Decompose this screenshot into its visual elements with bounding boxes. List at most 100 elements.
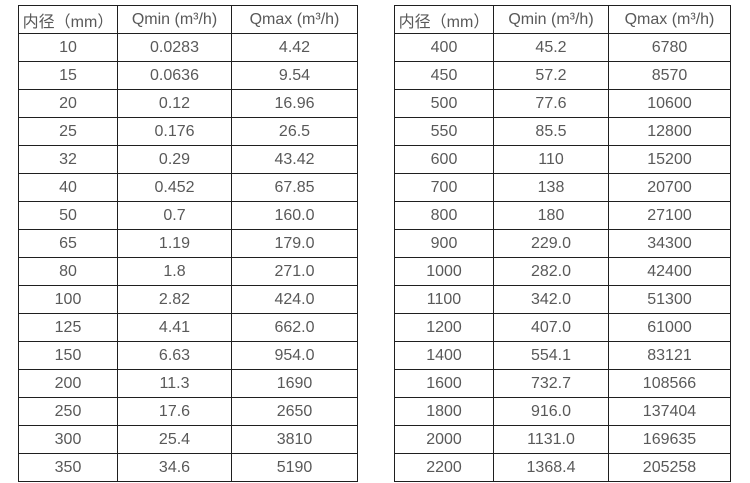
table-row: 150 6.63 954.0 bbox=[18, 341, 358, 370]
table-row: 2200 1368.4 205258 bbox=[394, 453, 731, 482]
table-row: 1800 916.0 137404 bbox=[394, 397, 731, 426]
cell-inner-diameter: 150 bbox=[18, 341, 118, 370]
cell-qmin: 1.8 bbox=[117, 257, 232, 286]
cell-inner-diameter: 2000 bbox=[394, 425, 494, 454]
cell-inner-diameter: 25 bbox=[18, 117, 118, 146]
cell-inner-diameter: 250 bbox=[18, 397, 118, 426]
table-body: 400 45.2 6780 450 57.2 8570 500 77.6 10600 550 85.… bbox=[394, 33, 731, 482]
cell-qmax: 205258 bbox=[608, 453, 731, 482]
cell-qmin: 554.1 bbox=[493, 341, 609, 370]
table-row: 1600 732.7 108566 bbox=[394, 369, 731, 398]
table-row: 550 85.5 12800 bbox=[394, 117, 731, 146]
cell-inner-diameter: 2200 bbox=[394, 453, 494, 482]
cell-qmin: 0.7 bbox=[117, 201, 232, 230]
cell-qmin: 110 bbox=[493, 145, 609, 174]
cell-qmin: 25.4 bbox=[117, 425, 232, 454]
cell-inner-diameter: 1200 bbox=[394, 313, 494, 342]
cell-qmax: 9.54 bbox=[231, 61, 358, 90]
cell-qmax: 43.42 bbox=[231, 145, 358, 174]
cell-inner-diameter: 500 bbox=[394, 89, 494, 118]
table-row: 250 17.6 2650 bbox=[18, 397, 358, 426]
table-row: 450 57.2 8570 bbox=[394, 61, 731, 90]
large-diameter-flow-table: 内径（mm） Qmin (m³/h) Qmax (m³/h) 400 45.2 67… bbox=[394, 5, 731, 482]
cell-qmin: 282.0 bbox=[493, 257, 609, 286]
cell-qmax: 10600 bbox=[608, 89, 731, 118]
cell-inner-diameter: 10 bbox=[18, 33, 118, 62]
cell-inner-diameter: 125 bbox=[18, 313, 118, 342]
cell-qmax: 15200 bbox=[608, 145, 731, 174]
cell-qmin: 45.2 bbox=[493, 33, 609, 62]
cell-qmax: 34300 bbox=[608, 229, 731, 258]
cell-inner-diameter: 15 bbox=[18, 61, 118, 90]
cell-inner-diameter: 400 bbox=[394, 33, 494, 62]
table-row: 80 1.8 271.0 bbox=[18, 257, 358, 286]
cell-qmax: 1690 bbox=[231, 369, 358, 398]
cell-inner-diameter: 65 bbox=[18, 229, 118, 258]
cell-inner-diameter: 350 bbox=[18, 453, 118, 482]
cell-qmin: 4.41 bbox=[117, 313, 232, 342]
cell-inner-diameter: 900 bbox=[394, 229, 494, 258]
table-row: 500 77.6 10600 bbox=[394, 89, 731, 118]
cell-qmax: 26.5 bbox=[231, 117, 358, 146]
cell-qmin: 85.5 bbox=[493, 117, 609, 146]
cell-qmin: 0.29 bbox=[117, 145, 232, 174]
cell-qmax: 954.0 bbox=[231, 341, 358, 370]
cell-inner-diameter: 50 bbox=[18, 201, 118, 230]
cell-qmin: 138 bbox=[493, 173, 609, 202]
cell-inner-diameter: 1600 bbox=[394, 369, 494, 398]
header-qmax: Qmax (m³/h) bbox=[231, 5, 358, 34]
cell-qmax: 51300 bbox=[608, 285, 731, 314]
cell-qmin: 229.0 bbox=[493, 229, 609, 258]
cell-qmin: 180 bbox=[493, 201, 609, 230]
table-row: 800 180 27100 bbox=[394, 201, 731, 230]
cell-qmax: 20700 bbox=[608, 173, 731, 202]
cell-inner-diameter: 700 bbox=[394, 173, 494, 202]
table-row: 40 0.452 67.85 bbox=[18, 173, 358, 202]
table-row: 1100 342.0 51300 bbox=[394, 285, 731, 314]
table-row: 200 11.3 1690 bbox=[18, 369, 358, 398]
cell-qmax: 8570 bbox=[608, 61, 731, 90]
table-row: 300 25.4 3810 bbox=[18, 425, 358, 454]
cell-qmax: 3810 bbox=[231, 425, 358, 454]
header-inner-diameter: 内径（mm） bbox=[18, 5, 118, 34]
cell-qmin: 0.176 bbox=[117, 117, 232, 146]
table-row: 32 0.29 43.42 bbox=[18, 145, 358, 174]
cell-qmax: 4.42 bbox=[231, 33, 358, 62]
table-header-row: 内径（mm） Qmin (m³/h) Qmax (m³/h) bbox=[394, 5, 731, 34]
cell-qmax: 6780 bbox=[608, 33, 731, 62]
cell-qmax: 169635 bbox=[608, 425, 731, 454]
cell-qmax: 61000 bbox=[608, 313, 731, 342]
cell-qmax: 108566 bbox=[608, 369, 731, 398]
cell-inner-diameter: 1400 bbox=[394, 341, 494, 370]
cell-inner-diameter: 80 bbox=[18, 257, 118, 286]
cell-qmin: 1.19 bbox=[117, 229, 232, 258]
table-row: 900 229.0 34300 bbox=[394, 229, 731, 258]
header-inner-diameter: 内径（mm） bbox=[394, 5, 494, 34]
table-row: 20 0.12 16.96 bbox=[18, 89, 358, 118]
cell-qmax: 271.0 bbox=[231, 257, 358, 286]
cell-qmin: 77.6 bbox=[493, 89, 609, 118]
table-row: 1000 282.0 42400 bbox=[394, 257, 731, 286]
cell-inner-diameter: 1100 bbox=[394, 285, 494, 314]
cell-inner-diameter: 550 bbox=[394, 117, 494, 146]
cell-qmin: 0.12 bbox=[117, 89, 232, 118]
table-body: 10 0.0283 4.42 15 0.0636 9.54 20 0.12 16.96 25 0.1… bbox=[18, 33, 358, 482]
table-row: 10 0.0283 4.42 bbox=[18, 33, 358, 62]
cell-inner-diameter: 200 bbox=[18, 369, 118, 398]
table-header-row: 内径（mm） Qmin (m³/h) Qmax (m³/h) bbox=[18, 5, 358, 34]
header-qmax: Qmax (m³/h) bbox=[608, 5, 731, 34]
cell-inner-diameter: 1000 bbox=[394, 257, 494, 286]
cell-qmin: 11.3 bbox=[117, 369, 232, 398]
cell-inner-diameter: 800 bbox=[394, 201, 494, 230]
cell-inner-diameter: 450 bbox=[394, 61, 494, 90]
cell-qmin: 1368.4 bbox=[493, 453, 609, 482]
cell-qmax: 27100 bbox=[608, 201, 731, 230]
cell-qmin: 0.0636 bbox=[117, 61, 232, 90]
header-qmin: Qmin (m³/h) bbox=[493, 5, 609, 34]
table-row: 350 34.6 5190 bbox=[18, 453, 358, 482]
cell-qmax: 42400 bbox=[608, 257, 731, 286]
cell-qmin: 407.0 bbox=[493, 313, 609, 342]
cell-qmax: 662.0 bbox=[231, 313, 358, 342]
table-row: 50 0.7 160.0 bbox=[18, 201, 358, 230]
